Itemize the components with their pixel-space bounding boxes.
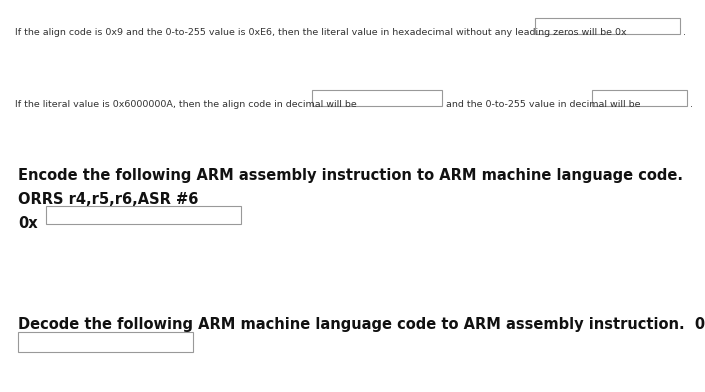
Text: and the 0-to-255 value in decimal will be: and the 0-to-255 value in decimal will b… — [446, 100, 641, 109]
Text: .: . — [690, 100, 693, 109]
Bar — [46, 206, 241, 224]
Bar — [535, 18, 680, 34]
Text: ORRS r4,r5,r6,ASR #6: ORRS r4,r5,r6,ASR #6 — [18, 192, 198, 207]
Text: If the align code is 0x9 and the 0-to-255 value is 0xE6, then the literal value : If the align code is 0x9 and the 0-to-25… — [15, 28, 627, 37]
Text: 0x: 0x — [18, 216, 37, 231]
Bar — [592, 90, 687, 106]
Text: Encode the following ARM assembly instruction to ARM machine language code.: Encode the following ARM assembly instru… — [18, 168, 683, 183]
Bar — [312, 90, 442, 106]
Text: .: . — [683, 28, 686, 37]
Text: Decode the following ARM machine language code to ARM assembly instruction.  0x0: Decode the following ARM machine languag… — [18, 317, 705, 332]
Text: If the literal value is 0x6000000A, then the align code in decimal will be: If the literal value is 0x6000000A, then… — [15, 100, 357, 109]
Bar — [18, 332, 193, 352]
